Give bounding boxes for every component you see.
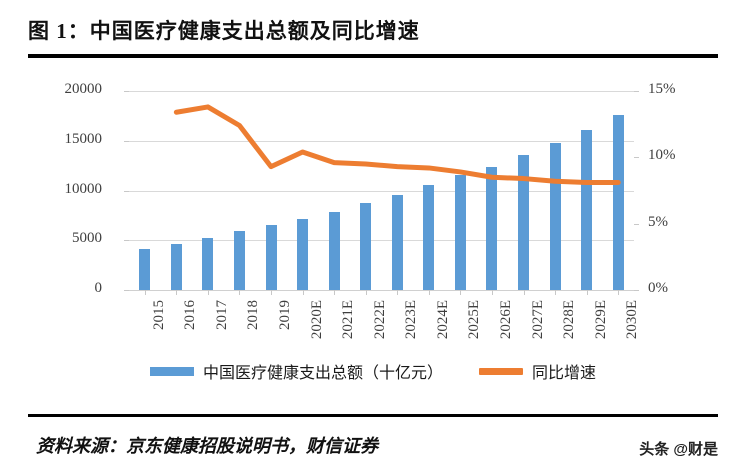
bar-2022E [360,203,372,290]
title-block: 图 1：中国医疗健康支出总额及同比增速 [28,16,718,60]
bar-2018 [233,231,245,290]
x-tick-2022E: 2022E [371,300,388,340]
y-left-tickmark [124,91,129,92]
footer: 资料来源：京东健康招股说明书，财信证券 头条 @财是 [28,424,718,464]
gridline-20000 [129,91,634,92]
x-tickmark-2020E [302,290,304,295]
gridline-15000 [129,140,634,142]
bar-series-layer [129,91,634,290]
x-tickmark-2017 [207,290,209,295]
x-tickmark-2027E [523,290,525,295]
line-series-layer [173,104,621,186]
x-tick-2023E: 2023E [403,300,420,340]
gridline-5000 [129,240,634,242]
legend-label-growth-rate: 同比增速 [532,365,597,382]
y-left-tick-5000: 5000 [72,230,102,247]
bar-2029E [581,129,593,290]
gridline-10000 [129,190,634,192]
legend-label-total-expenditure: 中国医疗健康支出总额（十亿元） [202,365,443,382]
y-right-tick-15%: 15% [648,81,676,97]
bar-2025E [454,175,466,290]
x-tickmark-2030E [618,290,620,295]
y-right-tickmark [634,91,639,92]
y-right-tick-0%: 0% [648,280,668,296]
x-tickmark-2025E [460,290,462,295]
y-right-tick-10%: 10% [648,147,676,164]
y-left-tickmark [124,290,129,291]
line-swatch-icon [479,367,523,375]
bar-swatch-icon [149,366,194,376]
x-tick-2019: 2019 [277,300,294,330]
y-left-tick-0: 0 [94,280,103,296]
bar-2028E [549,142,561,290]
x-tick-2030E: 2030E [624,300,641,340]
x-tick-2018: 2018 [245,300,262,330]
y-right-tickmark [634,290,639,291]
x-tick-2029E: 2029E [592,300,609,340]
chart-area: 0 5000 10000 15000 20000 0% 5% 10% 15% 2015 2016… [28,64,718,409]
x-tickmark-2021E [334,290,336,295]
bar-2023E [391,194,403,290]
bar-2021E [328,212,340,290]
x-tick-2021E: 2021E [340,300,357,340]
x-tick-2020E: 2020E [308,300,325,340]
y-left-tick-15000: 15000 [64,130,103,147]
chart-legend: 中国医疗健康支出总额（十亿元） 同比增速 [28,356,718,386]
x-tickmark-2023E [397,290,399,295]
x-tick-2027E: 2027E [529,300,546,340]
y-left-tick-10000: 10000 [64,180,103,197]
y-left-tickmark [124,190,129,192]
bar-2020E [297,218,309,290]
growth-rate-line [173,104,621,186]
x-tickmark-2028E [555,290,557,295]
x-tickmark-2022E [365,290,367,295]
watermark: 头条 @财是 [639,441,718,458]
bar-2026E [486,167,498,290]
y-left-tickmark [124,140,129,142]
x-tickmark-2018 [239,290,241,295]
gridline-0 [129,290,634,291]
x-tick-2025E: 2025E [466,300,483,340]
x-tick-2024E: 2024E [434,300,451,340]
bar-2017 [202,238,214,290]
x-tick-2017: 2017 [213,300,230,330]
x-tickmark-2015 [144,290,146,295]
bar-2015 [139,249,151,290]
legend-item-growth-rate[interactable]: 同比增速 [479,359,596,383]
y-left-tick-20000: 20000 [64,81,103,97]
x-tick-2016: 2016 [182,300,199,330]
bar-2019 [265,225,277,290]
bar-2030E [612,114,624,290]
page-title: 图 1：中国医疗健康支出总额及同比增速 [28,19,420,43]
y-right-tickmark [634,223,639,225]
legend-item-total-expenditure[interactable]: 中国医疗健康支出总额（十亿元） [149,359,443,383]
bar-2016 [170,244,182,290]
x-tickmark-2029E [586,290,588,295]
x-tick-2028E: 2028E [561,300,578,340]
plot-gridlines [129,91,634,291]
footer-divider [28,414,718,417]
bar-2027E [518,154,530,290]
bar-2024E [423,185,435,290]
title-divider [28,54,718,58]
x-tick-2026E: 2026E [497,300,514,340]
x-tickmark-2026E [491,290,493,295]
x-tick-2015: 2015 [150,300,167,330]
x-tickmark-2019 [271,290,273,295]
y-left-tickmark [124,240,129,242]
y-right-tickmark [634,157,639,159]
y-right-tick-5%: 5% [648,213,668,230]
x-tickmark-2024E [428,290,430,295]
x-tickmark-2016 [176,290,178,295]
source-note: 资料来源：京东健康招股说明书，财信证券 [36,436,378,456]
